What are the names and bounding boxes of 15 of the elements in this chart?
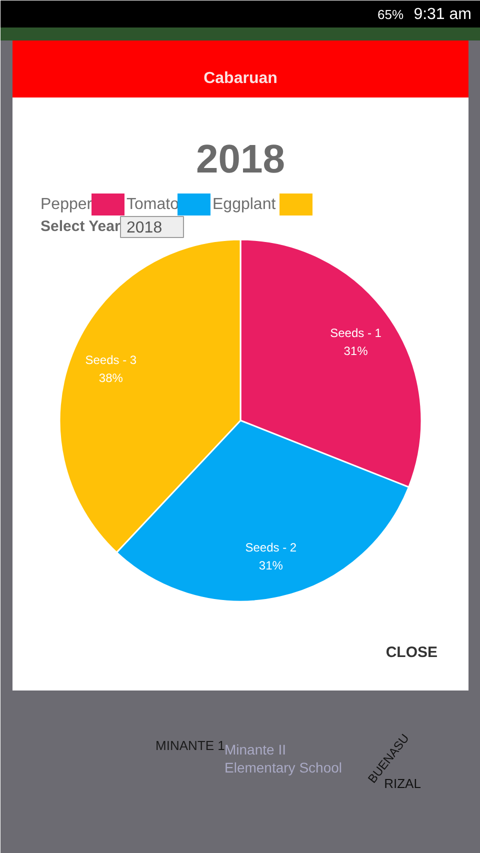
text: CLOSE: [386, 644, 438, 661]
chart-title: Cabaruan: [204, 70, 278, 87]
text: MINANTE 1: [156, 738, 225, 753]
legend-label: Eggplant: [212, 196, 276, 213]
text: Select Year: [40, 218, 120, 235]
data-label: Seeds - 2 31%: [245, 540, 297, 573]
text: 2018: [196, 138, 285, 182]
data-label: Seeds - 1 31%: [330, 326, 382, 358]
legend-label: Tomato: [126, 196, 180, 213]
data-label: Seeds - 3 38%: [85, 353, 137, 386]
text: 9:31 am: [414, 6, 472, 23]
legend-label: Pepper: [40, 196, 93, 213]
text: 2018: [126, 220, 162, 236]
text: Minante II Elementary School: [224, 742, 342, 776]
text: 65%: [377, 7, 404, 22]
